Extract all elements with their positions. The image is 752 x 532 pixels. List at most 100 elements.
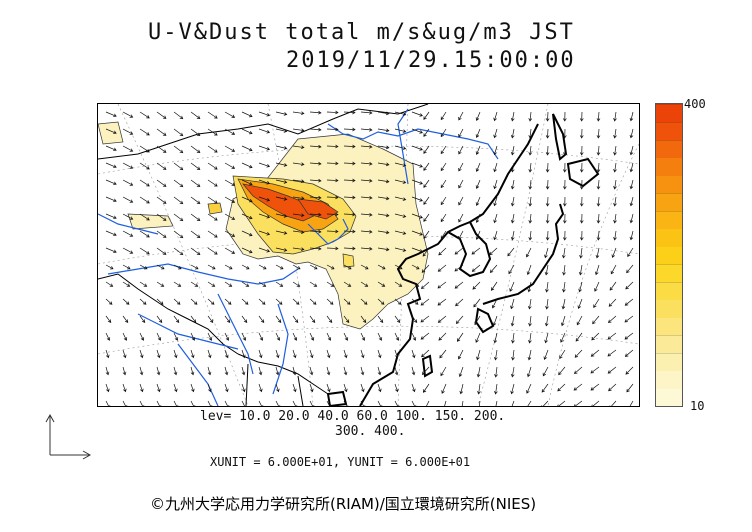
borders [98, 104, 429, 406]
wind-arrow [544, 264, 549, 276]
wind-arrow [275, 179, 288, 184]
wind-arrow [258, 213, 271, 219]
wind-arrow [326, 144, 339, 149]
wind-arrow [207, 264, 216, 270]
wind-arrow [411, 264, 420, 270]
wind-arrow [528, 111, 533, 122]
wind-arrow [557, 400, 566, 406]
wind-arrow [561, 247, 566, 259]
wind-arrow [190, 111, 201, 119]
wind-arrow [545, 128, 550, 139]
wind-arrow [562, 111, 567, 122]
wind-arrow [309, 264, 318, 270]
wind-arrow [525, 247, 532, 258]
wind-arrow [105, 298, 113, 305]
scale-swatch [656, 299, 682, 318]
wind-arrow [377, 179, 390, 184]
wind-arrow [139, 230, 150, 238]
wind-arrow [411, 281, 420, 287]
wind-arrow [173, 315, 180, 323]
wind-arrow [596, 145, 601, 156]
wind-arrow [629, 213, 634, 224]
wind-arrow [173, 111, 184, 120]
wind-arrow [190, 349, 195, 359]
wind-arrow [241, 315, 248, 323]
dust-plume [98, 121, 429, 330]
wind-arrow [411, 213, 423, 219]
wind-arrow [575, 332, 583, 342]
wind-arrow [122, 298, 130, 305]
wind-arrow [510, 145, 515, 156]
wind-arrow [326, 178, 339, 183]
wind-arrow [224, 247, 236, 254]
wind-arrow [613, 128, 617, 139]
map-canvas [98, 104, 639, 406]
wind-arrow [207, 383, 212, 393]
wind-arrow [458, 128, 464, 138]
wind-arrow [411, 383, 416, 393]
wind-arrow [292, 128, 305, 133]
wind-arrow [258, 111, 271, 117]
wind-arrow [624, 315, 634, 323]
wind-arrow [437, 315, 447, 323]
wind-arrow [625, 281, 634, 290]
wind-arrow [493, 349, 498, 361]
wind-arrow [438, 332, 447, 341]
wind-arrow [420, 298, 430, 306]
wind-arrow [456, 332, 464, 342]
contour-levels: lev= 10.0 20.0 40.0 60.0 100. 150. 200. [200, 409, 506, 424]
wind-arrow [360, 127, 373, 132]
wind-arrow [594, 264, 600, 276]
wind-arrow [421, 349, 430, 358]
wind-arrow [105, 196, 117, 203]
wind-arrow [541, 400, 549, 406]
wind-arrow [579, 162, 584, 173]
wind-arrow [629, 400, 634, 406]
wind-arrow [545, 145, 550, 156]
wind-arrow [542, 366, 549, 377]
wind-arrow [526, 264, 532, 276]
scale-swatch [656, 192, 682, 212]
wind-arrow [343, 315, 350, 323]
wind-arrow [545, 111, 550, 122]
wind-arrow [292, 281, 301, 287]
wind-arrow [173, 162, 184, 171]
scale-swatch [656, 388, 682, 407]
wind-arrow [190, 230, 201, 238]
wind-arrow [139, 111, 150, 119]
wind-arrow [509, 281, 515, 292]
wind-arrow [156, 332, 162, 341]
wind-arrow [475, 179, 481, 189]
wind-arrow [544, 315, 549, 327]
wind-arrow [190, 298, 198, 305]
wind-arrow [579, 111, 584, 122]
wind-arrow [343, 246, 356, 251]
wind-arrow [309, 366, 314, 376]
wind-arrow [545, 179, 550, 190]
wind-arrow [326, 246, 339, 251]
wind-arrow [578, 281, 583, 293]
wind-arrow [326, 127, 339, 132]
wind-arrow [573, 366, 583, 375]
wind-arrow [105, 111, 117, 118]
wind-arrow [207, 213, 218, 221]
wind-arrow [591, 400, 600, 406]
wind-arrow [275, 213, 288, 218]
wind-arrow [475, 111, 481, 121]
reference-vector-icon [45, 413, 92, 460]
scale-swatch [656, 263, 682, 283]
wind-arrow [241, 349, 246, 359]
scale-swatch [656, 334, 682, 354]
wind-arrow [377, 162, 390, 167]
wind-arrow [292, 366, 297, 376]
wind-arrow [326, 212, 339, 217]
wind-arrow [377, 366, 382, 376]
wind-arrow [275, 332, 281, 341]
wind-arrow [562, 179, 567, 190]
wind-arrow [241, 298, 249, 305]
wind-arrow [528, 213, 533, 224]
wind-arrow [493, 145, 498, 156]
wind-arrow [377, 315, 384, 323]
wind-arrow [156, 281, 165, 287]
wind-arrow [394, 298, 402, 305]
